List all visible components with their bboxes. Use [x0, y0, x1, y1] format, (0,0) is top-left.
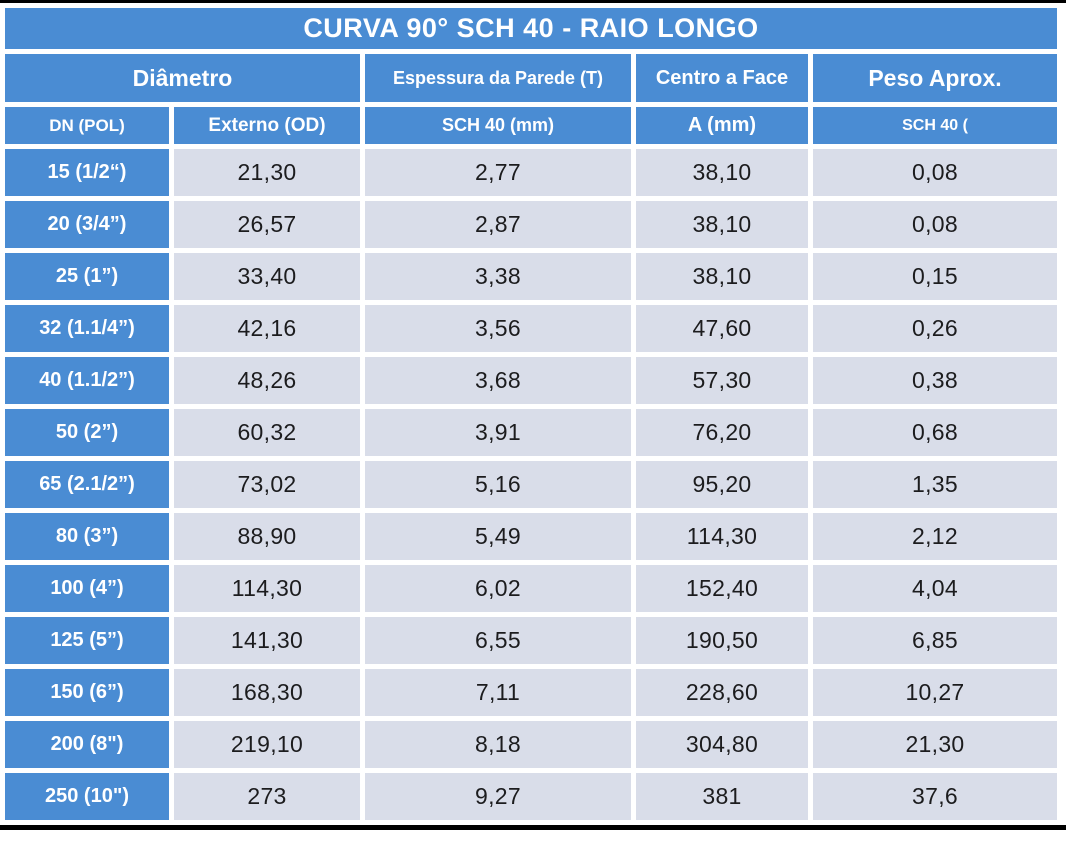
value-cell: 304,80	[636, 721, 808, 768]
value-cell: 7,11	[365, 669, 631, 716]
table-title: CURVA 90° SCH 40 - RAIO LONGO	[5, 8, 1057, 49]
value-cell: 38,10	[636, 149, 808, 196]
value-cell: 33,40	[174, 253, 360, 300]
value-cell: 273	[174, 773, 360, 820]
row-header-cell: 65 (2.1/2”)	[5, 461, 169, 508]
value-cell: 4,04	[813, 565, 1057, 612]
value-cell: 381	[636, 773, 808, 820]
table-row: 100 (4”) 114,30 6,02 152,40 4,04	[5, 565, 1057, 612]
value-cell: 114,30	[174, 565, 360, 612]
value-cell: 21,30	[174, 149, 360, 196]
row-header-cell: 32 (1.1/4”)	[5, 305, 169, 352]
row-header-cell: 250 (10")	[5, 773, 169, 820]
value-cell: 168,30	[174, 669, 360, 716]
group-header-diametro: Diâmetro	[5, 54, 360, 102]
value-cell: 0,68	[813, 409, 1057, 456]
row-header-cell: 50 (2”)	[5, 409, 169, 456]
table-body: 15 (1/2“) 21,30 2,77 38,10 0,08 20 (3/4”) 26,5…	[5, 149, 1057, 820]
col-header-dn-pol: DN (POL)	[5, 107, 169, 144]
group-header-row: Diâmetro Espessura da Parede (T) Centro …	[5, 54, 1057, 102]
table-row: 65 (2.1/2”) 73,02 5,16 95,20 1,35	[5, 461, 1057, 508]
group-header-centro-a-face: Centro a Face	[636, 54, 808, 102]
value-cell: 152,40	[636, 565, 808, 612]
value-cell: 21,30	[813, 721, 1057, 768]
value-cell: 5,16	[365, 461, 631, 508]
table-row: 25 (1”) 33,40 3,38 38,10 0,15	[5, 253, 1057, 300]
table-row: 20 (3/4”) 26,57 2,87 38,10 0,08	[5, 201, 1057, 248]
row-header-cell: 125 (5”)	[5, 617, 169, 664]
value-cell: 228,60	[636, 669, 808, 716]
value-cell: 37,6	[813, 773, 1057, 820]
value-cell: 3,38	[365, 253, 631, 300]
value-cell: 38,10	[636, 201, 808, 248]
value-cell: 95,20	[636, 461, 808, 508]
table-row: 250 (10") 273 9,27 381 37,6	[5, 773, 1057, 820]
col-header-sch40-mm: SCH 40 (mm)	[365, 107, 631, 144]
value-cell: 0,08	[813, 149, 1057, 196]
value-cell: 3,68	[365, 357, 631, 404]
value-cell: 0,15	[813, 253, 1057, 300]
value-cell: 9,27	[365, 773, 631, 820]
row-header-cell: 80 (3”)	[5, 513, 169, 560]
value-cell: 1,35	[813, 461, 1057, 508]
value-cell: 6,55	[365, 617, 631, 664]
value-cell: 190,50	[636, 617, 808, 664]
value-cell: 219,10	[174, 721, 360, 768]
table-row: 40 (1.1/2”) 48,26 3,68 57,30 0,38	[5, 357, 1057, 404]
row-header-cell: 20 (3/4”)	[5, 201, 169, 248]
value-cell: 8,18	[365, 721, 631, 768]
sub-header-row: DN (POL) Externo (OD) SCH 40 (mm) A (mm)…	[5, 107, 1057, 144]
value-cell: 114,30	[636, 513, 808, 560]
table-row: 80 (3”) 88,90 5,49 114,30 2,12	[5, 513, 1057, 560]
value-cell: 73,02	[174, 461, 360, 508]
value-cell: 0,26	[813, 305, 1057, 352]
bottom-rule	[0, 825, 1066, 830]
table-row: 125 (5”) 141,30 6,55 190,50 6,85	[5, 617, 1057, 664]
col-header-sch40-peso: SCH 40 (	[813, 107, 1057, 144]
col-header-a-mm: A (mm)	[636, 107, 808, 144]
spec-table: CURVA 90° SCH 40 - RAIO LONGO Diâmetro E…	[0, 3, 1062, 825]
value-cell: 47,60	[636, 305, 808, 352]
table-row: 15 (1/2“) 21,30 2,77 38,10 0,08	[5, 149, 1057, 196]
top-rule	[0, 0, 1066, 3]
group-header-espessura-parede: Espessura da Parede (T)	[365, 54, 631, 102]
value-cell: 0,08	[813, 201, 1057, 248]
row-header-cell: 15 (1/2“)	[5, 149, 169, 196]
table-row: 50 (2”) 60,32 3,91 76,20 0,68	[5, 409, 1057, 456]
row-header-cell: 150 (6”)	[5, 669, 169, 716]
table-row: 150 (6”) 168,30 7,11 228,60 10,27	[5, 669, 1057, 716]
value-cell: 141,30	[174, 617, 360, 664]
value-cell: 5,49	[365, 513, 631, 560]
value-cell: 42,16	[174, 305, 360, 352]
table-row: 32 (1.1/4”) 42,16 3,56 47,60 0,26	[5, 305, 1057, 352]
value-cell: 2,12	[813, 513, 1057, 560]
value-cell: 2,87	[365, 201, 631, 248]
group-header-peso-aprox: Peso Aprox.	[813, 54, 1057, 102]
value-cell: 3,56	[365, 305, 631, 352]
value-cell: 26,57	[174, 201, 360, 248]
value-cell: 0,38	[813, 357, 1057, 404]
value-cell: 60,32	[174, 409, 360, 456]
value-cell: 57,30	[636, 357, 808, 404]
value-cell: 3,91	[365, 409, 631, 456]
table-row: 200 (8") 219,10 8,18 304,80 21,30	[5, 721, 1057, 768]
value-cell: 10,27	[813, 669, 1057, 716]
value-cell: 2,77	[365, 149, 631, 196]
value-cell: 6,02	[365, 565, 631, 612]
value-cell: 6,85	[813, 617, 1057, 664]
row-header-cell: 25 (1”)	[5, 253, 169, 300]
value-cell: 38,10	[636, 253, 808, 300]
row-header-cell: 100 (4”)	[5, 565, 169, 612]
value-cell: 76,20	[636, 409, 808, 456]
col-header-externo-od: Externo (OD)	[174, 107, 360, 144]
value-cell: 88,90	[174, 513, 360, 560]
row-header-cell: 200 (8")	[5, 721, 169, 768]
title-row: CURVA 90° SCH 40 - RAIO LONGO	[5, 8, 1057, 49]
row-header-cell: 40 (1.1/2”)	[5, 357, 169, 404]
value-cell: 48,26	[174, 357, 360, 404]
